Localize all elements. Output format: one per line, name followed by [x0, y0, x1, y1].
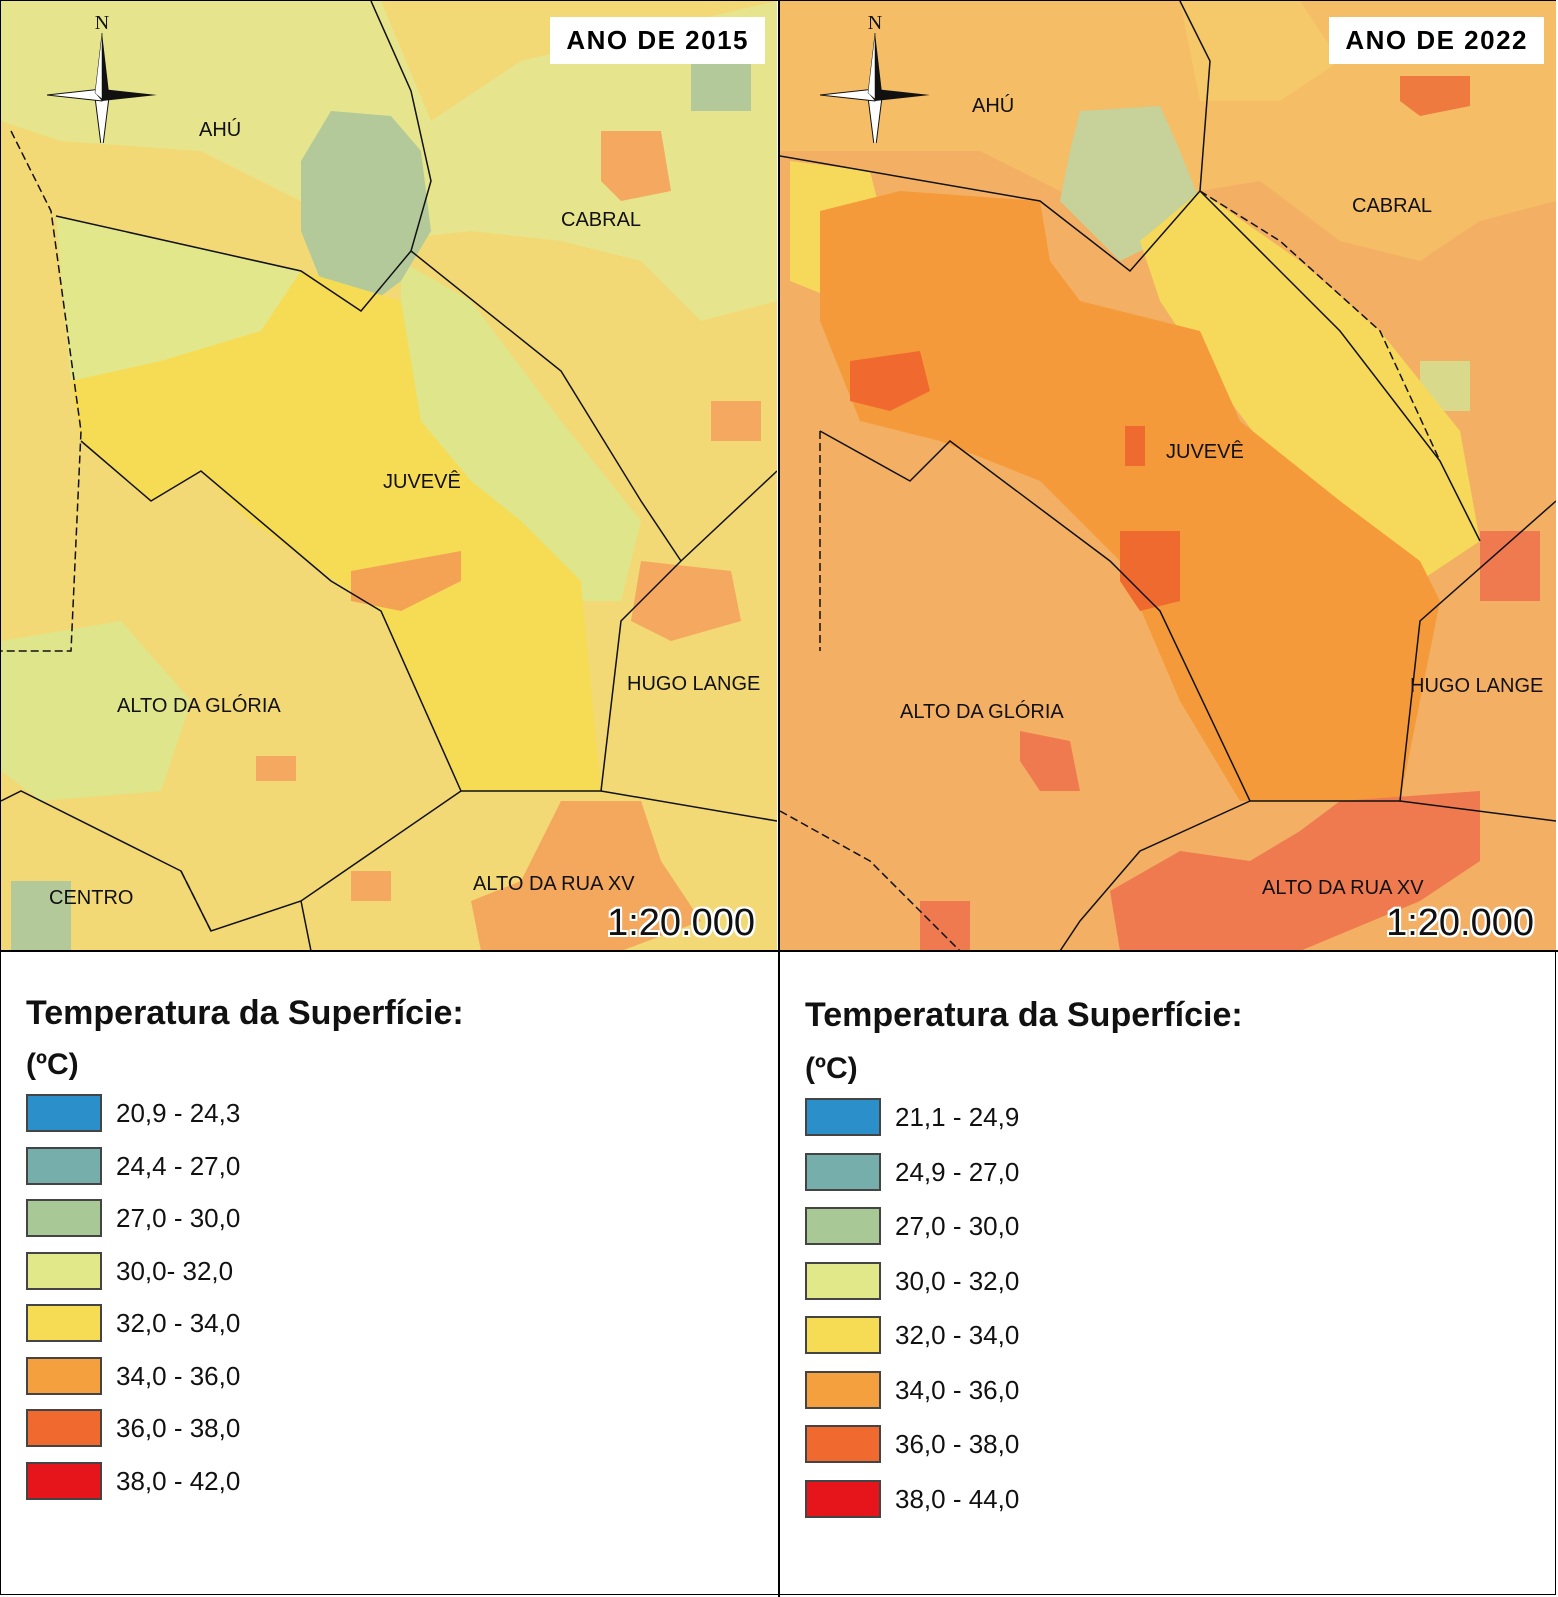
- place-label-juveve: JUVEVÊ: [1166, 441, 1244, 463]
- map-title: ANO DE 2015: [550, 17, 765, 64]
- legend-label: 24,9 - 27,0: [895, 1156, 1020, 1187]
- legend-swatch: [805, 1207, 881, 1245]
- legend-2015: Temperatura da Superfície: (ºC) 20,9 - 2…: [0, 952, 779, 1597]
- legend-label: 30,0- 32,0: [116, 1255, 234, 1286]
- legend-label: 34,0 - 36,0: [895, 1374, 1020, 1405]
- panel-divider: [778, 0, 780, 1597]
- legend-swatch: [805, 1261, 881, 1300]
- panel-2022: N ANO DE 2022 AHÚ CABRAL JUVEVÊ HUGO LAN…: [779, 0, 1558, 1597]
- place-label-ahu: AHÚ: [199, 119, 242, 141]
- legend-unit: (ºC): [26, 1048, 79, 1081]
- scale-label: 1:20.000: [607, 902, 755, 944]
- place-label-cabral: CABRAL: [1352, 195, 1433, 217]
- north-arrow-icon: N: [46, 12, 157, 154]
- place-label-juveve: JUVEVÊ: [383, 471, 461, 493]
- legend-swatch: [805, 1316, 881, 1354]
- place-label-alto-da-gloria: ALTO DA GLÓRIA: [900, 701, 1064, 723]
- place-label-hugo-lange: HUGO LANGE: [627, 673, 761, 695]
- legend-label: 32,0 - 34,0: [895, 1320, 1020, 1350]
- legend-swatch: [805, 1152, 881, 1191]
- legend-swatch: [26, 1146, 102, 1185]
- legend-title: Temperatura da Superfície:: [805, 996, 1243, 1034]
- north-arrow-icon: N: [819, 12, 930, 154]
- legend-swatch: [26, 1356, 102, 1395]
- place-label-ahu: AHÚ: [972, 95, 1015, 117]
- scale-label: 1:20.000: [1386, 902, 1534, 944]
- legend-swatch: [26, 1094, 102, 1132]
- map-2015: N ANO DE 2015 AHÚ CABRAL JUVEVÊ HUGO LAN…: [1, 1, 777, 951]
- legend-label: 27,0 - 30,0: [116, 1203, 241, 1233]
- legend-unit: (ºC): [805, 1052, 858, 1085]
- temperature-raster-2015: [1, 1, 777, 951]
- legend-swatch: [26, 1199, 102, 1237]
- legend-label: 30,0 - 32,0: [895, 1265, 1020, 1296]
- legend-label: 36,0 - 38,0: [895, 1429, 1020, 1459]
- legend-label: 21,1 - 24,9: [895, 1102, 1020, 1132]
- map-legend-divider: [0, 950, 1558, 952]
- legend-swatch: [805, 1370, 881, 1409]
- legend-label: 27,0 - 30,0: [895, 1211, 1020, 1241]
- temperature-raster-2022: [780, 1, 1556, 951]
- legend-label: 36,0 - 38,0: [116, 1413, 241, 1443]
- legend-title: Temperatura da Superfície:: [26, 994, 464, 1032]
- legend-label: 38,0 - 44,0: [895, 1483, 1020, 1514]
- panel-2015: N ANO DE 2015 AHÚ CABRAL JUVEVÊ HUGO LAN…: [0, 1, 779, 1597]
- place-label-alto-da-rua-xv: ALTO DA RUA XV: [1262, 877, 1424, 899]
- legend-label: 20,9 - 24,3: [116, 1098, 241, 1128]
- place-label-cabral: CABRAL: [561, 209, 642, 231]
- place-label-hugo-lange: HUGO LANGE: [1410, 675, 1544, 697]
- legend-swatch: [26, 1409, 102, 1447]
- legend-swatch: [805, 1425, 881, 1463]
- north-label: N: [95, 13, 109, 34]
- map-title: ANO DE 2022: [1329, 17, 1544, 64]
- place-label-alto-da-gloria: ALTO DA GLÓRIA: [117, 695, 281, 717]
- legend-label: 32,0 - 34,0: [116, 1308, 241, 1338]
- north-label: N: [868, 13, 882, 34]
- legend-label: 38,0 - 42,0: [116, 1465, 241, 1496]
- legend-swatch: [26, 1461, 102, 1500]
- place-label-alto-da-rua-xv: ALTO DA RUA XV: [473, 873, 635, 895]
- legend-label: 24,4 - 27,0: [116, 1150, 241, 1181]
- place-label-centro: CENTRO: [49, 887, 134, 909]
- legend-swatch: [26, 1304, 102, 1342]
- legend-swatch: [805, 1098, 881, 1136]
- map-2022: N ANO DE 2022 AHÚ CABRAL JUVEVÊ HUGO LAN…: [780, 1, 1556, 951]
- legend-swatch: [26, 1251, 102, 1290]
- legend-2022: Temperatura da Superfície: (ºC) 21,1 - 2…: [779, 952, 1558, 1597]
- legend-swatch: [805, 1479, 881, 1518]
- legend-label: 34,0 - 36,0: [116, 1360, 241, 1391]
